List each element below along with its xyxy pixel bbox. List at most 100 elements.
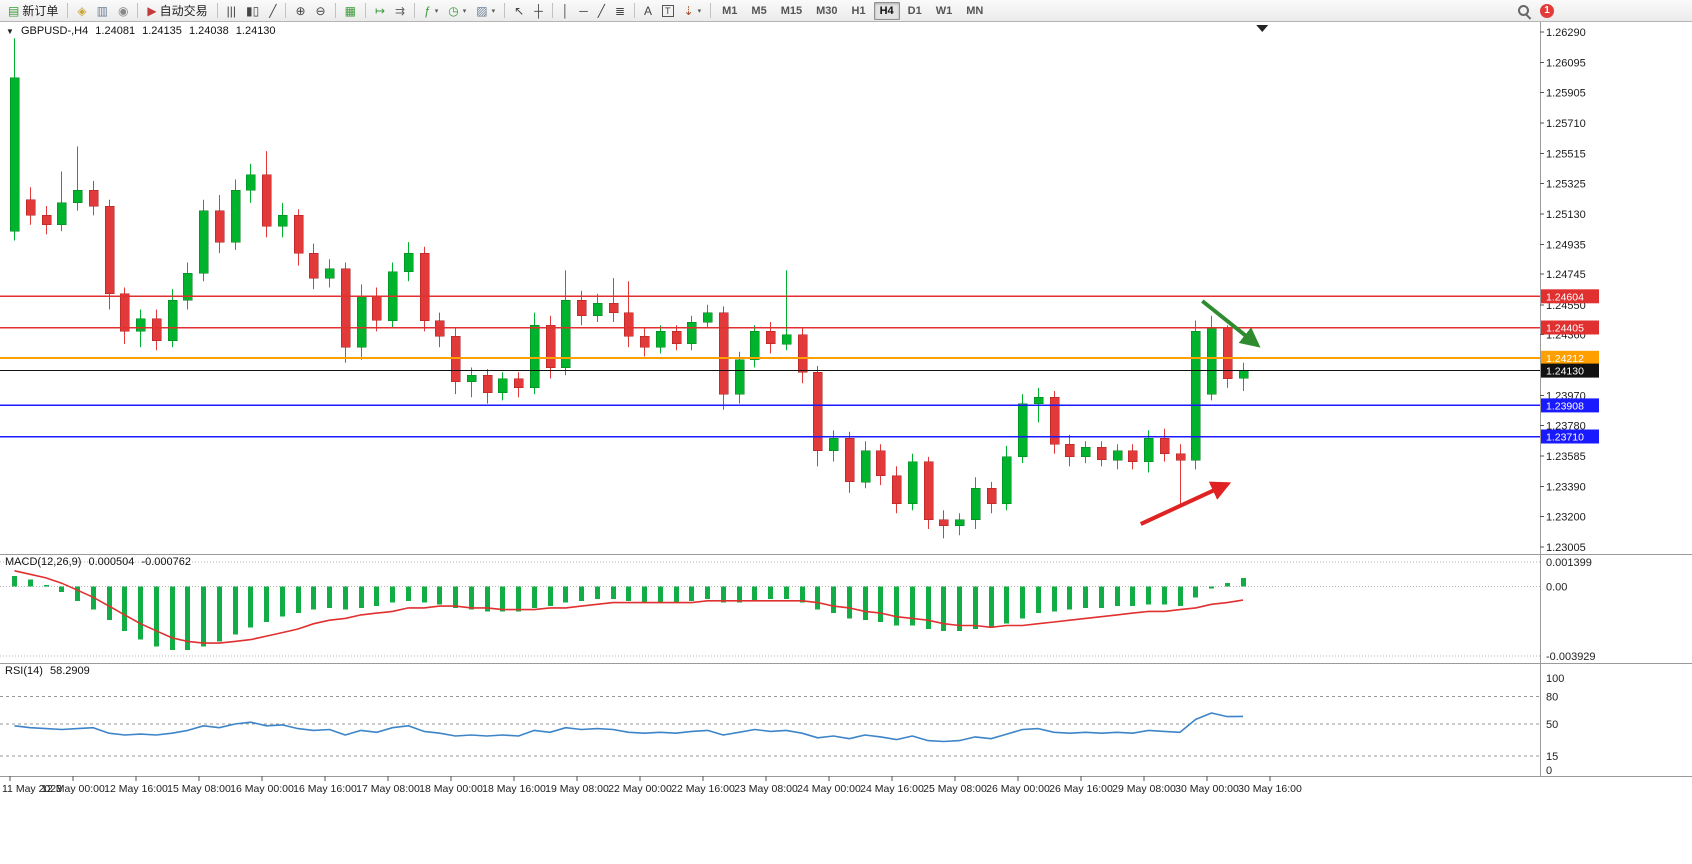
- candle-down: [875, 450, 886, 476]
- options-button[interactable]: ▥: [93, 1, 112, 21]
- rsi-indicator-label: RSI(14) 58.2909: [5, 665, 94, 677]
- zoom-out-button[interactable]: ⊖: [312, 1, 330, 21]
- macd-bar: [1004, 586, 1009, 624]
- candle-up: [592, 302, 603, 316]
- search-icon[interactable]: [1516, 3, 1532, 20]
- toolbar-separator: [414, 3, 416, 18]
- candle-down: [545, 324, 556, 368]
- macd-bar: [217, 586, 222, 642]
- macd-bar: [768, 586, 773, 600]
- macd-bar: [878, 586, 883, 622]
- chart-shift-button[interactable]: ↦: [371, 1, 389, 21]
- macd-bar: [311, 586, 316, 610]
- candle-up: [702, 312, 713, 323]
- auto-scroll-button[interactable]: ⇉: [391, 1, 409, 21]
- candle-up: [277, 215, 288, 227]
- candle-up: [686, 321, 697, 345]
- timeframe-m1-button[interactable]: M1: [722, 4, 738, 17]
- time-tick-label: 18 May 00:00: [419, 783, 483, 795]
- timeframe-h1-button[interactable]: H1: [851, 4, 866, 17]
- green-arrow-annotation[interactable]: [1201, 299, 1261, 348]
- toolbar-separator: [551, 3, 553, 18]
- notification-badge[interactable]: 1: [1540, 4, 1554, 18]
- candlestick-chart-button[interactable]: ▮▯: [242, 1, 263, 21]
- candle-down: [1159, 437, 1170, 454]
- macd-panel: 0.001399 0.00 -0.003929: [0, 557, 1596, 663]
- text-button[interactable]: A: [640, 1, 656, 21]
- new-order-button[interactable]: ▤ 新订单: [4, 1, 62, 21]
- price-tick-label: 1.25325: [1546, 178, 1586, 190]
- rsi-line: [14, 712, 1244, 743]
- tile-windows-button[interactable]: ▦: [341, 1, 360, 21]
- horizontal-line-button[interactable]: ─: [575, 1, 592, 21]
- time-tick-label: 18 May 16:00: [482, 783, 546, 795]
- macd-bar: [138, 586, 143, 640]
- arrows-button[interactable]: ⇣ ▾: [680, 1, 706, 21]
- bar-chart-button[interactable]: |||: [223, 1, 240, 21]
- macd-bar: [863, 586, 868, 621]
- timeframe-m5-button[interactable]: M5: [751, 4, 767, 17]
- macd-bar: [941, 586, 946, 631]
- timeframe-m15-button[interactable]: M15: [780, 4, 803, 17]
- macd-bar: [532, 586, 537, 608]
- toolbar-separator: [137, 3, 139, 18]
- candle-down: [419, 252, 430, 321]
- vertical-line-button[interactable]: │: [558, 1, 574, 21]
- candle-up: [72, 190, 83, 204]
- macd-bar: [548, 586, 553, 607]
- timeframe-w1-button[interactable]: W1: [935, 4, 953, 17]
- horizontal-line-icon: ─: [579, 3, 588, 18]
- red-arrow-annotation[interactable]: [1139, 481, 1232, 526]
- cursor-button[interactable]: ↖: [510, 1, 528, 21]
- toolbar-separator: [634, 3, 636, 18]
- zoom-in-button[interactable]: ⊕: [291, 1, 309, 21]
- data-window-button[interactable]: ◉: [114, 1, 132, 21]
- auto-trading-button[interactable]: ▶ 自动交易: [143, 1, 211, 21]
- candle-down: [639, 335, 650, 348]
- periods-caret-icon: ▾: [462, 7, 467, 15]
- candle-down: [308, 252, 319, 279]
- chart-shift-marker[interactable]: [1256, 25, 1269, 32]
- one-click-trading-expander-icon[interactable]: ▼: [6, 27, 14, 36]
- macd-bar: [626, 586, 631, 601]
- macd-bar: [752, 586, 757, 601]
- toolbar-separator: [216, 3, 218, 18]
- price-tick-label: 1.26095: [1546, 58, 1586, 70]
- candle-down: [371, 296, 382, 321]
- macd-bar: [390, 586, 395, 603]
- timeframe-h4-button[interactable]: H4: [873, 1, 900, 20]
- auto-scroll-icon: ⇉: [395, 3, 406, 18]
- candle-down: [41, 215, 52, 226]
- candle-down: [450, 335, 461, 382]
- crosshair-button[interactable]: ┼: [530, 1, 547, 21]
- time-tick-label: 24 May 16:00: [860, 783, 924, 795]
- macd-bar: [1162, 586, 1167, 605]
- candle-up: [1190, 331, 1201, 461]
- fibonacci-button[interactable]: ≣: [611, 1, 629, 21]
- candle-up: [1206, 328, 1217, 395]
- line-chart-button[interactable]: ╱: [265, 1, 280, 21]
- candlestick-chart-icon: ▮▯: [246, 3, 260, 18]
- macd-bar: [1115, 586, 1120, 607]
- candle-up: [182, 273, 193, 301]
- arrows-icon: ⇣: [683, 3, 694, 18]
- timeframe-d1-button[interactable]: D1: [907, 4, 922, 17]
- timeframe-mn-button[interactable]: MN: [966, 4, 984, 17]
- macd-bar: [910, 586, 915, 626]
- macd-bar: [1052, 586, 1057, 612]
- macd-bar: [233, 586, 238, 635]
- current-price-badge-label: 1.24130: [1546, 366, 1584, 378]
- text-label-button[interactable]: T: [658, 1, 678, 21]
- indicators-button[interactable]: ƒ ▾: [420, 1, 442, 21]
- macd-bar: [296, 586, 301, 614]
- macd-bar: [847, 586, 852, 619]
- metaeditor-button[interactable]: ◈: [73, 1, 90, 21]
- toolbar-separator: [334, 3, 336, 18]
- macd-bar: [815, 586, 820, 610]
- templates-button[interactable]: ▨ ▾: [472, 1, 499, 21]
- timeframe-m30-button[interactable]: M30: [816, 4, 838, 17]
- periods-button[interactable]: ◷ ▾: [444, 1, 470, 21]
- trendline-button[interactable]: ╱: [594, 1, 609, 21]
